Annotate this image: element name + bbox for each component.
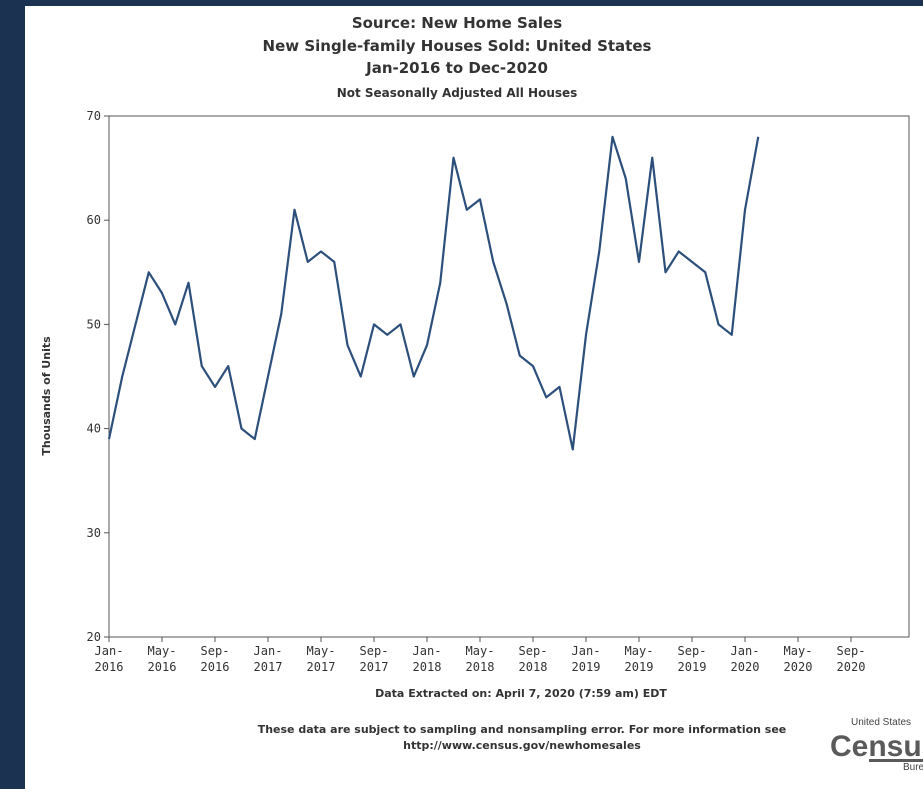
- x-tick-label-year: 2016: [95, 660, 124, 674]
- x-tick-label-year: 2019: [678, 660, 707, 674]
- y-tick-label: 50: [87, 317, 101, 331]
- y-tick-label: 30: [87, 526, 101, 540]
- x-tick-label-year: 2018: [466, 660, 495, 674]
- x-tick-label-month: Sep-: [678, 644, 707, 658]
- census-logo-wordmark: Census: [830, 730, 923, 763]
- chart-title-series: New Single-family Houses Sold: United St…: [263, 37, 652, 55]
- y-tick-label: 20: [87, 630, 101, 644]
- x-tick-label-month: Jan-: [254, 644, 283, 658]
- x-tick-label-month: May-: [307, 644, 336, 658]
- chart-subtitle-adjustment: Not Seasonally Adjusted All Houses: [337, 86, 578, 100]
- y-tick-label: 60: [87, 213, 101, 227]
- y-tick-label: 40: [87, 422, 101, 436]
- x-tick-label-month: May-: [466, 644, 495, 658]
- x-tick-label-month: May-: [784, 644, 813, 658]
- x-tick-label-year: 2019: [625, 660, 654, 674]
- x-tick-label-month: Sep-: [360, 644, 389, 658]
- series-layer: [107, 135, 760, 451]
- chart-title-source: Source: New Home Sales: [352, 14, 562, 32]
- x-tick-label-month: Jan-: [731, 644, 760, 658]
- x-tick-label-month: Sep-: [837, 644, 866, 658]
- x-tick-label-year: 2017: [307, 660, 336, 674]
- plot-area-frame: [108, 115, 910, 638]
- x-tick-label-year: 2018: [519, 660, 548, 674]
- more-info-link-text: http://www.census.gov/newhomesales: [403, 739, 641, 752]
- x-tick-label-year: 2020: [731, 660, 760, 674]
- x-tick-label-year: 2019: [572, 660, 601, 674]
- sampling-error-note: These data are subject to sampling and n…: [258, 723, 787, 736]
- x-tick-label-year: 2020: [837, 660, 866, 674]
- census-logo-underline: [869, 759, 923, 762]
- x-tick-label-year: 2016: [148, 660, 177, 674]
- census-logo-tail-text: Bureau: [903, 762, 923, 773]
- x-tick-label-year: 2016: [201, 660, 230, 674]
- x-tick-label-year: 2020: [784, 660, 813, 674]
- y-axis-label: Thousands of Units: [40, 336, 53, 456]
- x-tick-label-month: May-: [625, 644, 654, 658]
- y-tick-label: 70: [87, 109, 101, 123]
- census-logo-small-text: United States: [851, 717, 911, 728]
- x-tick-label-month: Jan-: [413, 644, 442, 658]
- y-axis-ticks: 20 30 40 50 60 70: [87, 109, 109, 644]
- census-logo: United States Census Bureau: [830, 717, 923, 773]
- x-tick-label-month: Jan-: [95, 644, 124, 658]
- chart-panel: Source: New Home Sales New Single-family…: [25, 6, 923, 789]
- x-tick-label-year: 2017: [360, 660, 389, 674]
- x-tick-label-year: 2017: [254, 660, 283, 674]
- x-tick-label-month: Sep-: [201, 644, 230, 658]
- x-tick-label-month: May-: [148, 644, 177, 658]
- x-axis-ticks: Jan- 2016 May- 2016 Sep- 2016 Jan- 2017 May- 2017…: [95, 637, 866, 674]
- series-line: [107, 135, 760, 451]
- chart-title-range: Jan-2016 to Dec-2020: [365, 59, 548, 77]
- line-chart: Source: New Home Sales New Single-family…: [40, 14, 923, 773]
- x-tick-label-year: 2018: [413, 660, 442, 674]
- x-tick-label-month: Sep-: [519, 644, 548, 658]
- data-extracted-note: Data Extracted on: April 7, 2020 (7:59 a…: [375, 687, 667, 700]
- x-tick-label-month: Jan-: [572, 644, 601, 658]
